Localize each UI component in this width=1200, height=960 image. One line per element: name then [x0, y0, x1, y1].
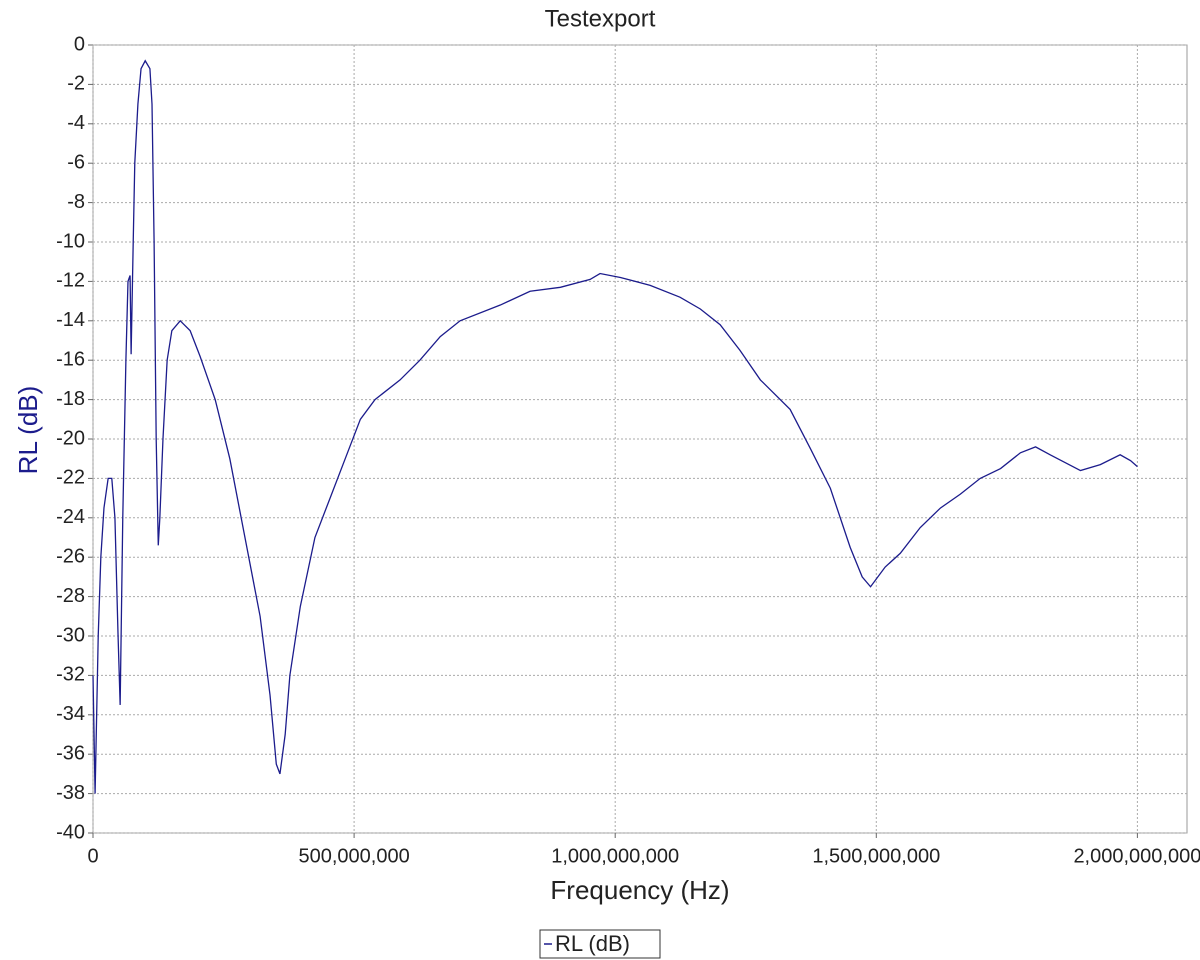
y-tick-label: -8 [67, 191, 85, 213]
y-tick-label: -32 [56, 664, 85, 686]
x-tick-label: 2,000,000,000 [1073, 845, 1200, 867]
y-tick-label: -6 [67, 151, 85, 173]
y-tick-label: -4 [67, 112, 85, 134]
y-tick-label: -40 [56, 821, 85, 843]
y-tick-label: -20 [56, 427, 85, 449]
y-tick-label: 0 [74, 33, 85, 55]
y-tick-label: -16 [56, 348, 85, 370]
y-tick-label: -24 [56, 506, 85, 528]
y-tick-label: -14 [56, 309, 85, 331]
y-tick-label: -28 [56, 585, 85, 607]
y-tick-label: -2 [67, 73, 85, 95]
y-tick-label: -22 [56, 467, 85, 489]
x-axis-label: Frequency (Hz) [550, 875, 729, 905]
y-tick-label: -18 [56, 388, 85, 410]
x-tick-label: 1,000,000,000 [551, 845, 679, 867]
plot-area [92, 44, 1188, 834]
x-tick-label: 1,500,000,000 [812, 845, 940, 867]
y-tick-label: -12 [56, 270, 85, 292]
y-tick-label: -38 [56, 782, 85, 804]
x-tick-label: 0 [87, 845, 98, 867]
y-tick-label: -34 [56, 703, 85, 725]
legend-box [539, 929, 661, 959]
y-tick-label: -36 [56, 742, 85, 764]
chart-title: Testexport [545, 5, 656, 32]
legend-label: RL (dB) [555, 931, 630, 956]
y-tick-label: -26 [56, 545, 85, 567]
y-tick-label: -10 [56, 230, 85, 252]
x-tick-label: 500,000,000 [298, 845, 409, 867]
y-axis-label: RL (dB) [13, 386, 43, 475]
y-tick-label: -30 [56, 624, 85, 646]
data-line [92, 59, 1138, 794]
